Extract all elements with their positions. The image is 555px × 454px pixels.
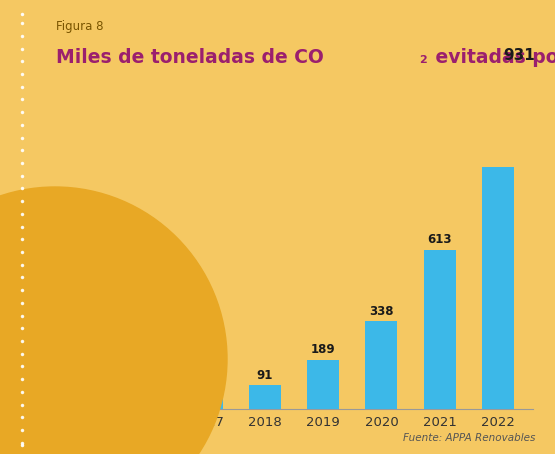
Bar xyxy=(191,398,223,409)
Text: 17: 17 xyxy=(140,388,157,401)
Bar xyxy=(307,360,339,409)
Text: Fuente: APPA Renovables: Fuente: APPA Renovables xyxy=(403,433,536,443)
Bar xyxy=(133,404,165,409)
Text: 2: 2 xyxy=(419,55,427,65)
Text: 189: 189 xyxy=(311,344,336,356)
Bar xyxy=(249,385,281,409)
Text: 613: 613 xyxy=(427,233,452,247)
Text: 42: 42 xyxy=(199,382,215,395)
Text: Miles de toneladas de CO: Miles de toneladas de CO xyxy=(56,48,324,67)
Text: 931: 931 xyxy=(503,48,535,63)
Text: evitadas por autoconsumo: evitadas por autoconsumo xyxy=(429,48,555,67)
Bar xyxy=(482,167,514,409)
Bar xyxy=(365,321,397,409)
Text: 5: 5 xyxy=(86,391,94,404)
Circle shape xyxy=(0,187,227,454)
Bar xyxy=(74,407,107,409)
Text: Figura 8: Figura 8 xyxy=(56,20,103,34)
Text: 338: 338 xyxy=(369,305,393,318)
Bar xyxy=(423,250,456,409)
Text: 91: 91 xyxy=(257,369,273,382)
